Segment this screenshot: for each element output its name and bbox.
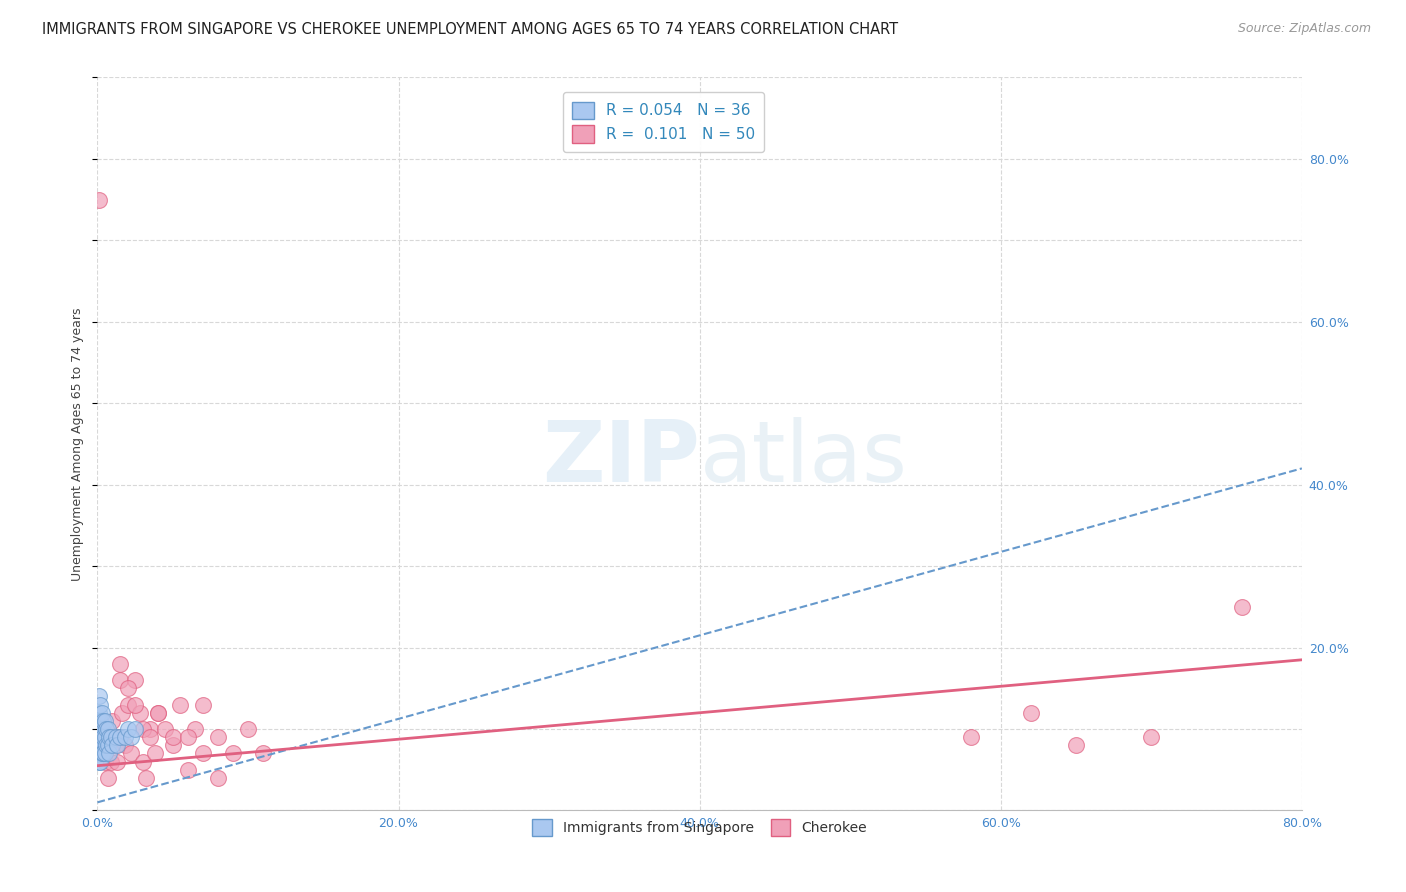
Point (1140, 730, 1163, 744)
Point (1019, 706, 1042, 720)
Point (93, 747, 115, 761)
Point (108, 657, 131, 671)
Point (105, 755, 128, 769)
Point (94, 755, 117, 769)
Point (135, 771, 157, 785)
Point (108, 673, 131, 688)
Point (120, 730, 142, 744)
Point (114, 730, 136, 744)
Point (117, 698, 139, 712)
Point (89, 739, 111, 753)
Point (222, 747, 245, 761)
Point (107, 730, 129, 744)
Point (94, 730, 117, 744)
Point (236, 722, 259, 736)
Point (1064, 739, 1087, 753)
Point (143, 747, 166, 761)
Point (114, 739, 136, 753)
Point (91, 722, 114, 736)
Point (191, 698, 214, 712)
Point (91, 706, 114, 720)
Point (101, 739, 124, 753)
Point (117, 681, 139, 696)
Point (89, 730, 111, 744)
Point (146, 706, 169, 720)
Point (100, 730, 122, 744)
Point (94, 714, 117, 728)
Point (131, 755, 153, 769)
Point (87, 730, 110, 744)
Text: atlas: atlas (700, 417, 908, 500)
Y-axis label: Unemployment Among Ages 65 to 74 years: Unemployment Among Ages 65 to 74 years (72, 307, 84, 581)
Point (87, 690, 110, 704)
Point (124, 698, 146, 712)
Point (105, 739, 128, 753)
Point (89, 698, 111, 712)
Point (96, 730, 118, 744)
Point (89, 730, 111, 744)
Text: IMMIGRANTS FROM SINGAPORE VS CHEROKEE UNEMPLOYMENT AMONG AGES 65 TO 74 YEARS COR: IMMIGRANTS FROM SINGAPORE VS CHEROKEE UN… (42, 22, 898, 37)
Point (91, 739, 114, 753)
Point (153, 722, 176, 736)
Point (124, 673, 146, 688)
Point (207, 771, 229, 785)
Point (207, 730, 229, 744)
Point (146, 706, 169, 720)
Point (128, 706, 150, 720)
Text: ZIP: ZIP (541, 417, 700, 500)
Point (959, 730, 981, 744)
Point (252, 747, 274, 761)
Point (87, 747, 110, 761)
Point (87, 193, 110, 207)
Point (139, 722, 162, 736)
Point (104, 730, 127, 744)
Point (96, 722, 118, 736)
Point (87, 722, 110, 736)
Point (98, 730, 121, 744)
Legend: Immigrants from Singapore, Cherokee: Immigrants from Singapore, Cherokee (524, 811, 875, 844)
Point (98, 730, 121, 744)
Point (100, 755, 122, 769)
Point (97, 722, 120, 736)
Point (97, 739, 120, 753)
Point (1230, 599, 1253, 614)
Point (89, 755, 111, 769)
Point (139, 730, 162, 744)
Point (177, 730, 200, 744)
Point (131, 722, 153, 736)
Point (104, 739, 127, 753)
Point (87, 706, 110, 720)
Point (96, 739, 118, 753)
Point (89, 714, 111, 728)
Point (91, 722, 114, 736)
Point (184, 722, 207, 736)
Point (87, 755, 110, 769)
Point (94, 747, 117, 761)
Text: Source: ZipAtlas.com: Source: ZipAtlas.com (1237, 22, 1371, 36)
Point (124, 722, 146, 736)
Point (169, 698, 191, 712)
Point (101, 714, 124, 728)
Point (120, 747, 142, 761)
Point (162, 730, 184, 744)
Point (98, 747, 121, 761)
Point (162, 739, 184, 753)
Point (93, 739, 115, 753)
Point (108, 730, 131, 744)
Point (110, 706, 132, 720)
Point (91, 747, 114, 761)
Point (177, 763, 200, 777)
Point (191, 747, 214, 761)
Point (117, 722, 139, 736)
Point (93, 714, 115, 728)
Point (97, 771, 120, 785)
Point (93, 730, 115, 744)
